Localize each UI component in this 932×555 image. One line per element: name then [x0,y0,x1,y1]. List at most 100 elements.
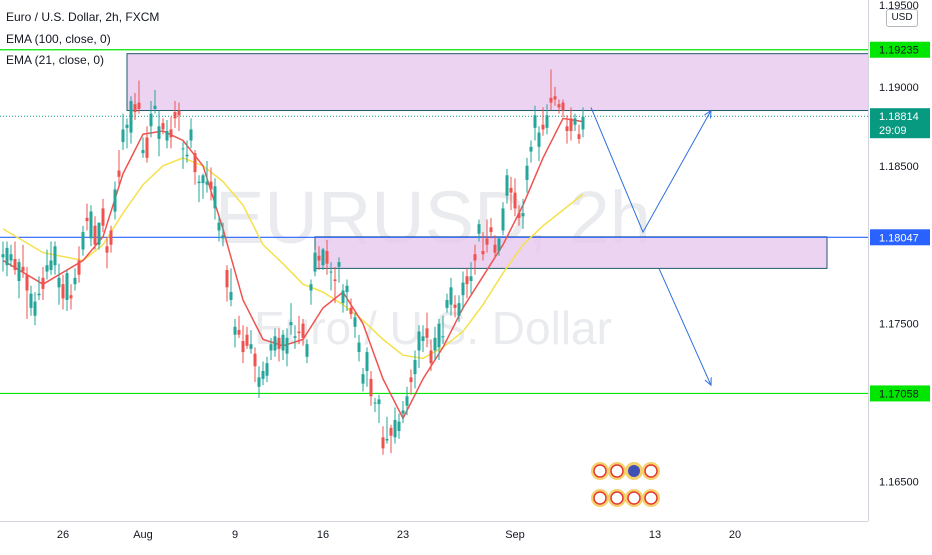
flag-coin-icon [608,489,626,507]
candle [305,339,309,364]
candle-body [581,116,585,130]
candle-body [529,146,533,152]
supply-demand-zone [126,53,884,112]
candle-body [565,126,569,132]
candle [185,140,189,163]
candles-layer [1,69,585,455]
candle-body [385,438,389,441]
candle-body [489,227,493,233]
ema100-line [2,157,584,360]
candle-body [285,337,289,354]
candle-body [57,277,61,288]
candle-body [341,290,345,304]
candle [205,161,209,193]
time-tick-label: 23 [397,529,409,541]
candle [501,202,505,236]
candle-body [317,255,321,261]
candle [453,295,457,318]
candle-body [397,421,401,432]
candle-body [153,105,157,109]
candle-body [49,260,53,270]
candle-body [545,115,549,128]
candle-body [277,337,281,349]
candle [81,225,85,256]
candle-body [77,260,81,275]
candle [433,326,437,360]
candle-body [449,287,453,305]
candle [273,328,277,357]
candle [489,217,493,239]
candle [13,241,17,275]
legend-ema21[interactable]: EMA (21, close, 0) [6,53,105,67]
candle [117,149,121,185]
candle-body [305,344,309,357]
candle-body [241,341,245,353]
candle [285,328,289,367]
candle [145,126,149,163]
candle [21,244,25,278]
candle [61,274,65,310]
candle [497,236,501,256]
candle-body [213,186,217,209]
candle [537,126,541,162]
candle-body [537,132,541,147]
candle-body [525,165,529,180]
candle-body [309,284,313,291]
candle [85,203,89,231]
candle [25,266,29,319]
candle [125,118,129,149]
candle-body [485,238,489,245]
candle-body [297,331,301,334]
candle [209,167,213,201]
time-tick-label: 13 [649,529,661,541]
candle-body [1,254,5,258]
candle-body [553,96,557,100]
candle-body [577,134,581,139]
candle [349,298,353,319]
current-price-label: 1.18814 [879,111,919,123]
candle-body [69,295,73,299]
flag-coin-icon [591,462,609,480]
time-tick-label: 9 [232,529,238,541]
candle-body [497,238,501,252]
countdown-label: 29:09 [879,125,907,137]
candle [533,105,537,141]
candle [401,401,405,424]
candle-body [533,115,537,128]
legend-ema100[interactable]: EMA (100, close, 0) [6,32,111,46]
candle-body [205,181,209,185]
candle [201,173,205,199]
candle-body [217,222,221,231]
candle-body [257,377,261,387]
candle [65,269,69,312]
candle [373,397,377,413]
candle-body [165,131,169,141]
chart-title[interactable]: Euro / U.S. Dollar, 2h, FXCM [6,10,160,24]
currency-badge[interactable]: USD [886,9,918,27]
candle-body [121,129,125,143]
candle [321,247,325,270]
candle [357,334,361,362]
candle [41,266,45,300]
candle-body [81,232,85,250]
candle-body [325,251,329,264]
candle [297,315,301,345]
candle-body [373,402,377,404]
candle-body [261,371,265,379]
candle-body [461,282,465,296]
candle-body [193,153,197,173]
candle [469,262,473,294]
candle [525,157,529,193]
candle [161,118,165,135]
candle [461,271,465,310]
candle [5,241,9,277]
ema21-line [2,117,584,421]
candle [9,244,13,267]
candle-body [233,326,237,335]
candle [77,246,81,283]
price-tick-label: 1.19000 [879,82,919,94]
candle [93,216,97,250]
